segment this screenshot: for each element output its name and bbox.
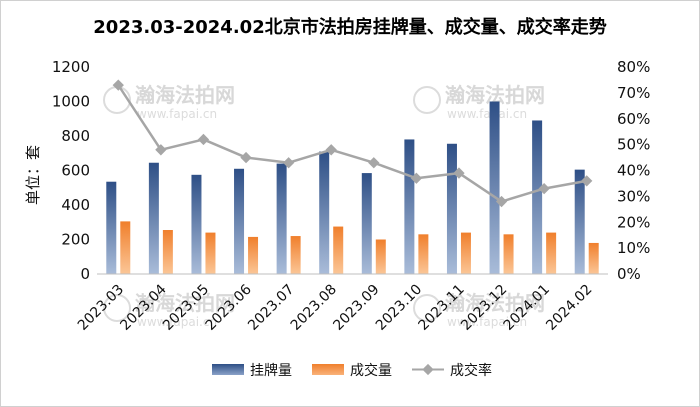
y2-tick-label: 50% [617, 136, 650, 154]
y-axis-left: 0 200 400 600 800 1000 1200 [52, 58, 90, 283]
bar-listings [106, 181, 117, 274]
y2-tick-label: 10% [617, 239, 650, 257]
watermark-name: 瀚海法拍网 [445, 291, 545, 315]
rate-point [197, 133, 210, 146]
y2-tick-label: 20% [617, 213, 650, 231]
bar-deals [162, 230, 173, 274]
y-tick-label: 800 [61, 127, 90, 145]
watermark-logo [413, 86, 441, 114]
bar-deals [588, 242, 599, 274]
rate-point [240, 151, 252, 164]
bar-listings [191, 174, 202, 274]
y2-tick-label: 40% [617, 162, 650, 180]
y-tick-label: 400 [61, 196, 90, 214]
bar-listings [361, 173, 372, 274]
bar-deals [290, 236, 301, 274]
bar-listings [276, 163, 287, 274]
rate-point [282, 157, 295, 169]
bar-listings [574, 169, 585, 274]
bar-deals [418, 234, 429, 274]
legend-swatch-rate-marker [422, 363, 434, 376]
bar-deals [375, 239, 386, 274]
y-tick-label: 1000 [52, 93, 90, 111]
y-tick-label: 1200 [52, 58, 90, 76]
watermark-logo [413, 294, 441, 322]
y-axis-right: 0% 10% 20% 30% 40% 50% 60% 70% 80% [617, 58, 650, 283]
bar-deals [333, 226, 344, 274]
bar-listings [532, 120, 543, 274]
y-tick-label: 0 [80, 265, 90, 283]
bar-listings [148, 162, 159, 274]
legend-label-listings: 挂牌量 [250, 362, 292, 379]
y-tick-label: 600 [61, 162, 90, 180]
legend-label-deals: 成交量 [350, 362, 392, 379]
y2-tick-label: 60% [617, 110, 650, 128]
bar-listings [234, 168, 245, 274]
y2-tick-label: 0% [617, 265, 641, 283]
y2-tick-label: 70% [617, 84, 650, 102]
bar-deals [205, 232, 216, 274]
watermarks: 瀚海法拍网www.fapai.cn瀚海法拍网www.fapai.cn瀚海法拍网w… [103, 83, 545, 329]
y2-tick-label: 80% [617, 58, 650, 76]
bar-deals [546, 232, 557, 274]
watermark-url: www.fapai.cn [137, 107, 217, 121]
watermark-url: www.fapai.cn [447, 107, 527, 121]
legend: 挂牌量 成交量 成交率 [212, 362, 492, 379]
y2-tick-label: 30% [617, 187, 650, 205]
bar-deals [120, 221, 131, 274]
bar-deals [248, 236, 259, 274]
watermark-url: www.fapai.cn [137, 315, 217, 329]
rate-point [453, 167, 465, 179]
bar-listings [446, 143, 457, 274]
rate-point [410, 172, 423, 184]
rate-point [495, 195, 508, 208]
rate-point [581, 175, 593, 187]
bar-deals [460, 232, 471, 274]
rate-point [368, 157, 380, 169]
chart-title: 2023.03-2024.02北京市法拍房挂牌量、成交量、成交率走势 [93, 16, 606, 38]
legend-label-rate: 成交率 [450, 362, 492, 379]
watermark-logo [103, 294, 131, 322]
bars [106, 101, 599, 274]
watermark-url: www.fapai.cn [447, 315, 527, 329]
bar-listings [489, 101, 500, 274]
y-tick-label: 200 [61, 231, 90, 249]
rate-series-line [117, 84, 587, 203]
rate-point [155, 144, 167, 156]
bar-listings [319, 151, 330, 274]
bar-deals [503, 234, 514, 274]
y-axis-label: 单位：套 [24, 145, 42, 205]
legend-swatch-listings [212, 364, 244, 375]
rate-point [538, 182, 550, 195]
legend-swatch-deals [312, 364, 344, 375]
bar-listings [404, 139, 415, 274]
watermark-name: 瀚海法拍网 [135, 83, 235, 107]
watermark-name: 瀚海法拍网 [135, 291, 235, 315]
rate-point [325, 144, 337, 156]
